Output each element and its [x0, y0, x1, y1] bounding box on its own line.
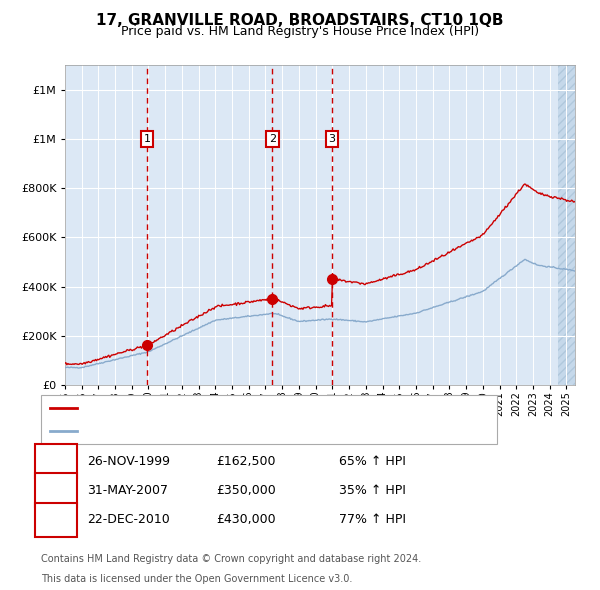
Text: 26-NOV-1999: 26-NOV-1999 [87, 455, 170, 468]
Text: 3: 3 [52, 513, 60, 526]
Text: 22-DEC-2010: 22-DEC-2010 [87, 513, 170, 526]
Text: 65% ↑ HPI: 65% ↑ HPI [339, 455, 406, 468]
Text: 17, GRANVILLE ROAD, BROADSTAIRS, CT10 1QB (detached house): 17, GRANVILLE ROAD, BROADSTAIRS, CT10 1Q… [82, 404, 458, 414]
Text: 17, GRANVILLE ROAD, BROADSTAIRS, CT10 1QB: 17, GRANVILLE ROAD, BROADSTAIRS, CT10 1Q… [96, 13, 504, 28]
Text: 1: 1 [52, 455, 60, 468]
Text: 2: 2 [269, 134, 276, 144]
Text: £430,000: £430,000 [216, 513, 275, 526]
Text: 31-MAY-2007: 31-MAY-2007 [87, 484, 168, 497]
Text: £350,000: £350,000 [216, 484, 276, 497]
Bar [558, 65, 575, 385]
Text: 3: 3 [328, 134, 335, 144]
Text: £162,500: £162,500 [216, 455, 275, 468]
Text: 1: 1 [143, 134, 151, 144]
Text: This data is licensed under the Open Government Licence v3.0.: This data is licensed under the Open Gov… [41, 574, 352, 584]
Text: Contains HM Land Registry data © Crown copyright and database right 2024.: Contains HM Land Registry data © Crown c… [41, 554, 421, 564]
Text: 35% ↑ HPI: 35% ↑ HPI [339, 484, 406, 497]
Text: 2: 2 [52, 484, 60, 497]
Text: HPI: Average price, detached house, Thanet: HPI: Average price, detached house, Than… [82, 427, 332, 437]
Text: 77% ↑ HPI: 77% ↑ HPI [339, 513, 406, 526]
Text: Price paid vs. HM Land Registry's House Price Index (HPI): Price paid vs. HM Land Registry's House … [121, 25, 479, 38]
